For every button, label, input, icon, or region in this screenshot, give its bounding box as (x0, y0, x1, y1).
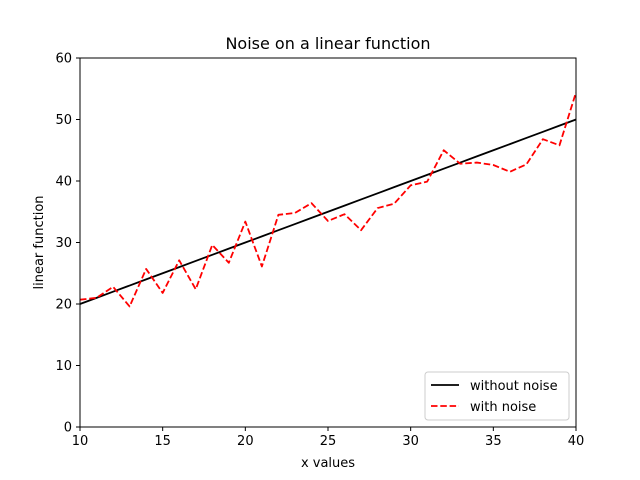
y-tick-label: 60 (55, 52, 72, 67)
legend: without noise with noise (424, 371, 570, 421)
legend-label-without-noise: without noise (470, 379, 558, 394)
y-tick-label: 0 (64, 421, 72, 436)
y-tick-label: 30 (55, 236, 72, 251)
x-tick-label: 25 (320, 434, 337, 449)
x-tick-label: 20 (237, 434, 254, 449)
x-tick-label: 30 (402, 434, 419, 449)
plot-area (79, 92, 577, 308)
legend-label-with-noise: with noise (470, 400, 536, 415)
series-line-without-noise (79, 118, 577, 305)
x-tick-label: 35 (485, 434, 502, 449)
y-axis-label: linear function (32, 195, 47, 289)
y-tick-label: 20 (55, 298, 72, 313)
x-axis-label: x values (301, 456, 355, 471)
x-tick-label: 10 (72, 434, 89, 449)
x-tick-label: 40 (568, 434, 585, 449)
legend-box (424, 371, 570, 421)
y-tick-label: 50 (55, 113, 72, 128)
axes-frame (79, 57, 577, 428)
y-tick-label: 40 (55, 175, 72, 190)
series-line-with-noise (79, 92, 577, 308)
y-tick-label: 10 (55, 359, 72, 374)
x-tick-label: 15 (154, 434, 171, 449)
chart-title: Noise on a linear function (225, 34, 430, 53)
